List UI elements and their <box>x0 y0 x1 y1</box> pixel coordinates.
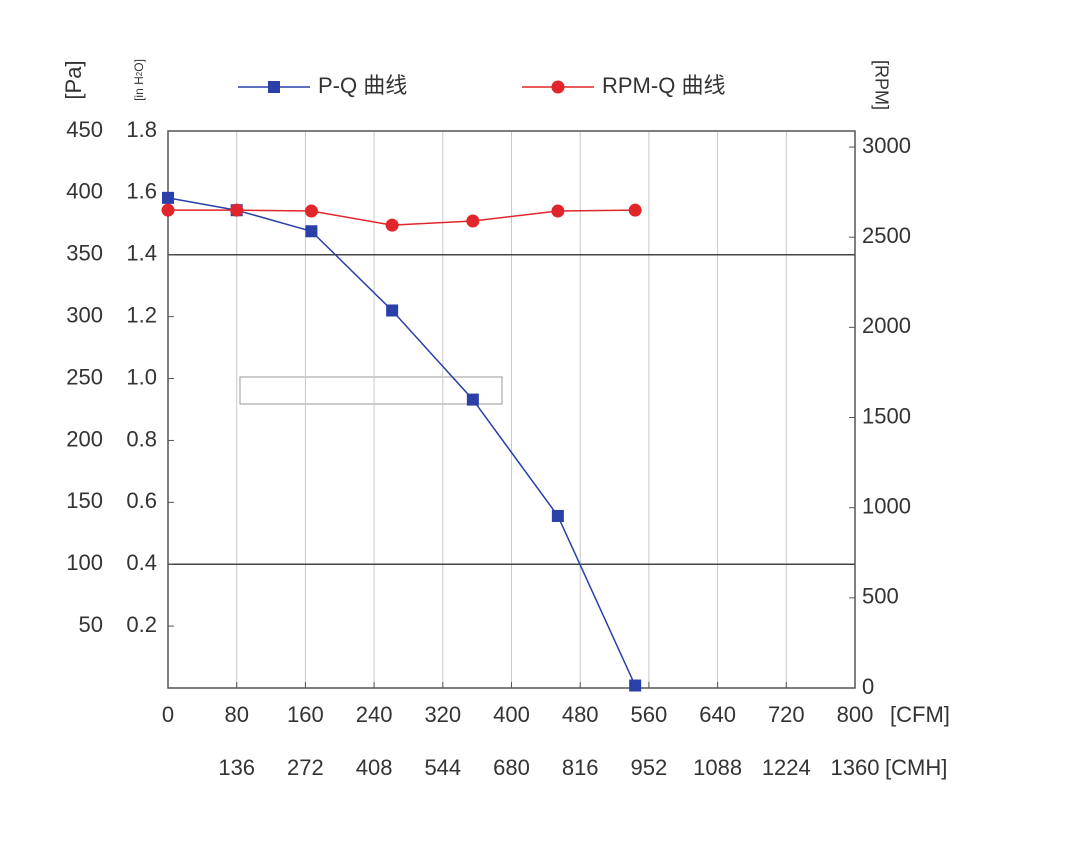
x-tick-label: 320 <box>424 702 461 727</box>
marker <box>629 679 642 692</box>
y-axis-label-inh2o: [in H2O] <box>132 59 146 101</box>
x-axis-label: [CFM] <box>890 702 950 727</box>
y2-tick-label: 0 <box>862 674 874 699</box>
x-tick-label: 240 <box>356 702 393 727</box>
y-tick-label: 150 <box>66 488 103 513</box>
x2-tick-label: 1088 <box>693 755 742 780</box>
marker <box>466 214 480 228</box>
y2-tick-label: 3000 <box>862 133 911 158</box>
y-tick-label: 400 <box>66 179 103 204</box>
x2-tick-label: 952 <box>631 755 668 780</box>
x-tick-label: 400 <box>493 702 530 727</box>
marker <box>466 393 479 406</box>
x-tick-label: 800 <box>837 702 874 727</box>
x-tick-label: 80 <box>224 702 248 727</box>
y-tick-label: 350 <box>66 241 103 266</box>
y-tick-label: 100 <box>66 550 103 575</box>
x2-tick-label: 680 <box>493 755 530 780</box>
y-tick-label: 200 <box>66 426 103 451</box>
legend-label: RPM-Q 曲线 <box>602 73 725 98</box>
y-inh2o-tick-label: 0.4 <box>126 550 157 575</box>
x-tick-label: 720 <box>768 702 805 727</box>
label-sub: 2 <box>135 71 144 76</box>
x2-tick-label: 408 <box>356 755 393 780</box>
y-tick-label: 450 <box>66 117 103 142</box>
y-inh2o-tick-label: 1.2 <box>126 302 157 327</box>
y2-tick-label: 2500 <box>862 223 911 248</box>
y2-tick-label: 2000 <box>862 313 911 338</box>
x-tick-label: 560 <box>631 702 668 727</box>
marker <box>551 509 564 522</box>
y2-tick-label: 1000 <box>862 493 911 518</box>
marker <box>551 204 565 218</box>
marker <box>230 203 244 217</box>
x2-tick-label: 136 <box>218 755 255 780</box>
x2-tick-label: 272 <box>287 755 324 780</box>
marker <box>305 225 318 238</box>
y2-tick-label: 1500 <box>862 403 911 428</box>
marker <box>161 203 175 217</box>
marker <box>386 304 399 317</box>
y2-axis-label: [RPM] <box>871 60 891 110</box>
y-tick-label: 250 <box>66 364 103 389</box>
label-part: O] <box>132 59 146 72</box>
x-tick-label: 480 <box>562 702 599 727</box>
y-inh2o-tick-label: 1.6 <box>126 179 157 204</box>
series-line <box>167 197 636 686</box>
legend-label: P-Q 曲线 <box>318 73 407 98</box>
x-tick-label: 160 <box>287 702 324 727</box>
x2-axis-label: [CMH] <box>885 755 947 780</box>
x-tick-label: 0 <box>162 702 174 727</box>
marker <box>268 81 280 93</box>
y-axis-label: [Pa] <box>61 60 86 99</box>
marker <box>628 203 642 217</box>
x2-tick-label: 1224 <box>762 755 811 780</box>
y-tick-label: 300 <box>66 302 103 327</box>
y2-tick-label: 500 <box>862 584 899 609</box>
plot-frame <box>167 130 856 689</box>
x2-tick-label: 1360 <box>831 755 880 780</box>
x2-tick-label: 544 <box>424 755 461 780</box>
y-tick-label: 50 <box>79 612 103 637</box>
marker <box>385 218 399 232</box>
label-part: [in H <box>132 76 146 101</box>
y-inh2o-tick-label: 1.8 <box>126 117 157 142</box>
y-inh2o-tick-label: 0.6 <box>126 488 157 513</box>
y-inh2o-tick-label: 1.4 <box>126 241 157 266</box>
x-tick-label: 640 <box>699 702 736 727</box>
y-inh2o-tick-label: 0.2 <box>126 612 157 637</box>
marker <box>304 204 318 218</box>
annotation-box <box>239 376 503 405</box>
y-inh2o-tick-label: 1.0 <box>126 364 157 389</box>
y-inh2o-tick-label: 0.8 <box>126 426 157 451</box>
marker <box>162 191 174 204</box>
marker <box>551 80 565 94</box>
x2-tick-label: 816 <box>562 755 599 780</box>
